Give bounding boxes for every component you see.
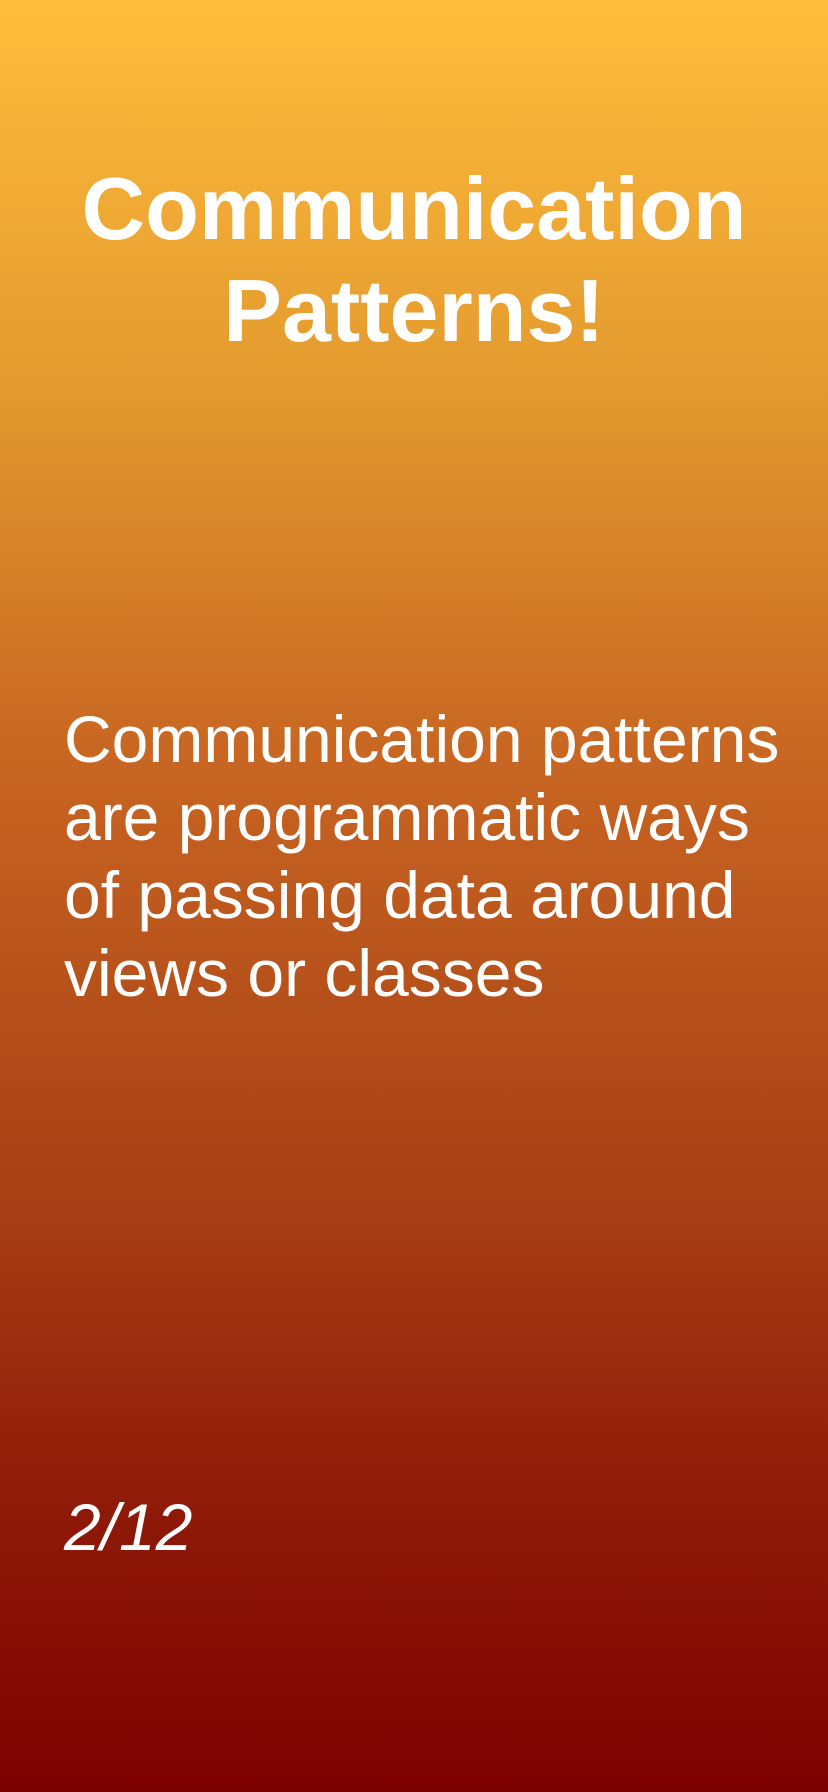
slide-title: Communication Patterns! [81, 159, 747, 360]
slide-page-counter: 2/12 [64, 1490, 193, 1564]
slide-body-text: Communication patterns are programmatic … [64, 702, 780, 1010]
